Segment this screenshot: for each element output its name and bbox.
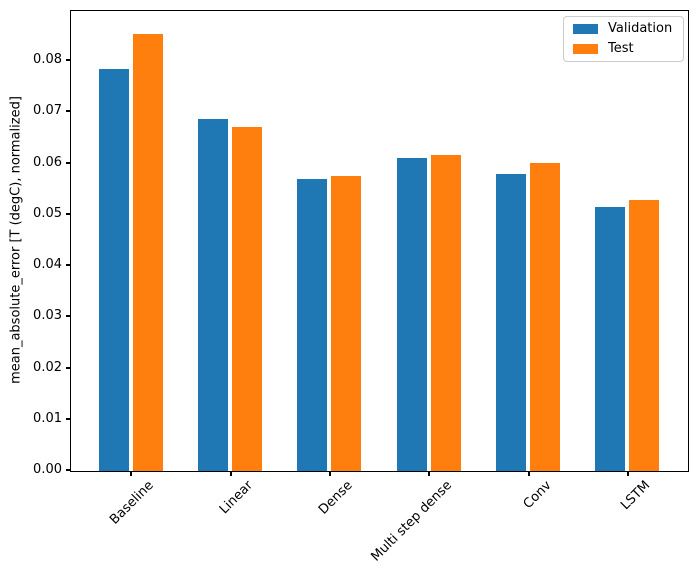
bar-validation-multi-step-dense [396, 158, 427, 471]
bar-test-linear [232, 127, 263, 471]
plot-area [70, 10, 689, 472]
bar-validation-lstm [595, 206, 626, 471]
x-tick-mark-dense [328, 471, 331, 476]
y-tick-mark-0.01 [66, 417, 70, 420]
x-tick-label-multi-step-dense: Multi step dense [368, 478, 455, 565]
x-tick-label-baseline: Baseline [107, 478, 157, 528]
x-tick-label-dense: Dense [315, 478, 356, 518]
bar-validation-dense [297, 178, 328, 471]
legend-item-validation: Validation [573, 22, 674, 36]
y-tick-mark-0.08 [66, 59, 70, 62]
bar-test-lstm [629, 200, 660, 471]
y-tick-mark-0.02 [66, 366, 70, 369]
x-tick-label-conv: Conv [520, 478, 555, 512]
y-tick-label-0.06: 0.06 [33, 154, 62, 170]
y-axis-label: mean_absolute_error [T (degC), normalize… [8, 96, 24, 384]
legend-label-validation: Validation [608, 21, 673, 37]
y-tick-mark-0.00 [66, 469, 70, 471]
y-tick-label-0.07: 0.07 [33, 103, 62, 119]
x-tick-label-linear: Linear [217, 478, 257, 518]
x-tick-mark-baseline [130, 471, 133, 476]
y-tick-label-0.03: 0.03 [33, 308, 62, 324]
y-tick-mark-0.05 [66, 212, 70, 215]
bar-test-dense [331, 176, 362, 471]
y-tick-label-0.08: 0.08 [33, 52, 62, 68]
bar-test-baseline [132, 34, 163, 471]
x-tick-label-lstm: LSTM [618, 478, 654, 514]
y-tick-mark-0.07 [66, 110, 70, 113]
legend-swatch-validation [573, 24, 598, 35]
x-tick-mark-linear [229, 471, 232, 476]
y-tick-label-0.04: 0.04 [33, 257, 62, 273]
y-tick-label-0.02: 0.02 [33, 359, 62, 375]
legend-label-test: Test [608, 40, 634, 56]
bar-test-conv [530, 163, 560, 471]
bar-validation-baseline [98, 68, 129, 471]
bar-validation-linear [198, 119, 229, 471]
y-tick-label-0.00: 0.00 [33, 462, 62, 477]
y-tick-mark-0.03 [66, 315, 70, 318]
y-tick-label-0.05: 0.05 [33, 205, 62, 221]
y-tick-mark-0.06 [66, 161, 70, 164]
y-tick-mark-0.04 [66, 264, 70, 267]
y-tick-label-0.01: 0.01 [33, 410, 62, 426]
bar-validation-conv [496, 174, 526, 471]
legend: Validation Test [563, 16, 684, 62]
x-tick-mark-lstm [626, 471, 629, 476]
bar-test-multi-step-dense [430, 155, 461, 471]
x-tick-mark-conv [527, 471, 530, 476]
x-tick-mark-multi-step-dense [428, 471, 431, 476]
legend-swatch-test [573, 43, 598, 54]
legend-item-test: Test [573, 40, 674, 56]
